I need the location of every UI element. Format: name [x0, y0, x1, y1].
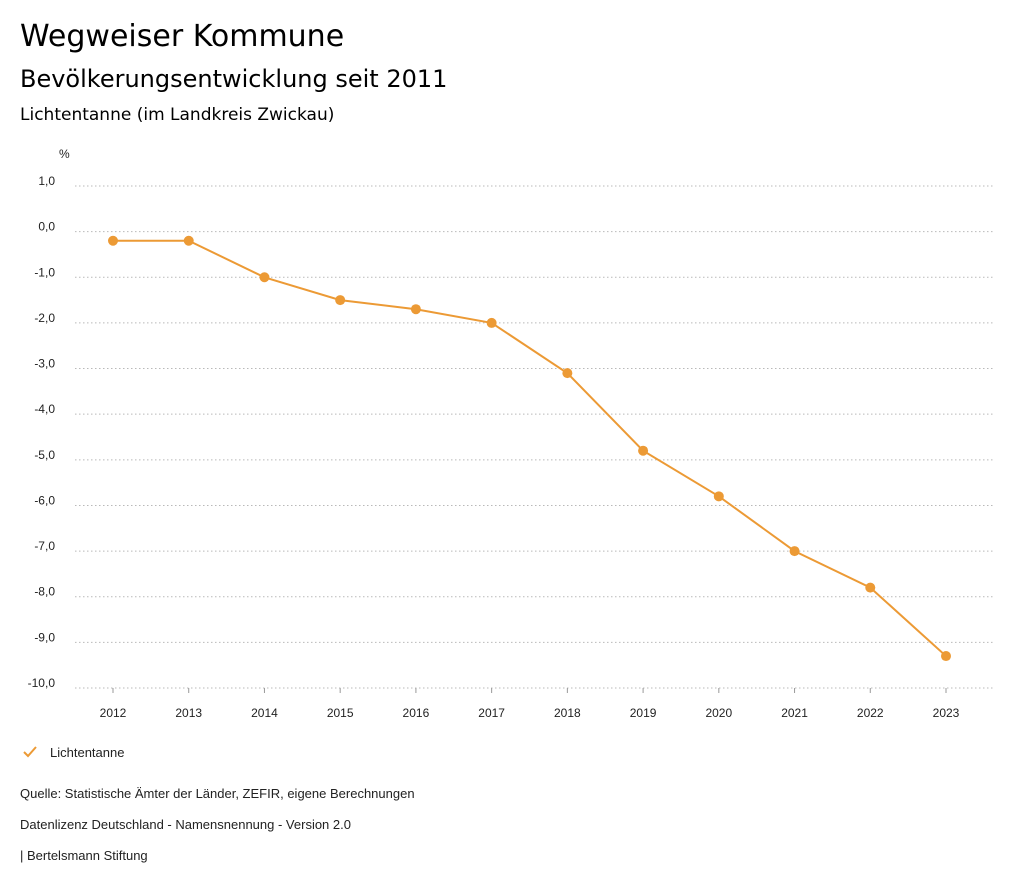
- data-point: [789, 546, 800, 557]
- y-tick-label: -10,0: [28, 676, 56, 690]
- y-axis-ticks: 1,0 0,0 -1,0 -2,0 -3,0 -4,0 -5,0 -6,0 -7,0 -8,0 -9…: [28, 174, 56, 690]
- y-tick-label: -3,0: [34, 357, 55, 371]
- data-point: [562, 368, 573, 379]
- y-tick-label: 1,0: [38, 174, 55, 188]
- data-point: [335, 295, 346, 306]
- series-lichtentanne[interactable]: [108, 235, 951, 662]
- x-tick-label: 2018: [554, 706, 581, 720]
- publisher-note: | Bertelsmann Stiftung: [20, 848, 148, 863]
- license-note: Datenlizenz Deutschland - Namensnennung …: [20, 817, 351, 832]
- y-tick-label: -7,0: [34, 539, 55, 553]
- x-tick-label: 2015: [327, 706, 354, 720]
- x-axis-ticks: 2012 2013 2014 2015 2016 2017 2018 2019 2020 2021…: [100, 688, 960, 720]
- legend-check-icon: [23, 746, 37, 758]
- y-tick-label: -2,0: [34, 311, 55, 325]
- x-tick-label: 2012: [100, 706, 127, 720]
- y-tick-label: -4,0: [34, 402, 55, 416]
- page-title: Wegweiser Kommune: [20, 19, 345, 54]
- y-tick-label: -9,0: [34, 630, 55, 644]
- data-point: [486, 317, 497, 328]
- y-tick-label: -1,0: [34, 265, 55, 279]
- y-tick-label: -6,0: [34, 493, 55, 507]
- x-tick-label: 2016: [403, 706, 430, 720]
- x-tick-label: 2022: [857, 706, 884, 720]
- legend[interactable]: Lichtentanne: [22, 744, 124, 760]
- data-point: [941, 651, 951, 662]
- data-point: [713, 491, 724, 502]
- y-tick-label: -5,0: [34, 448, 55, 462]
- chart-subtitle: Bevölkerungsentwicklung seit 2011: [20, 65, 448, 93]
- data-point: [865, 582, 876, 593]
- y-axis-unit: %: [59, 147, 70, 161]
- y-tick-label: -8,0: [34, 585, 55, 599]
- line-chart: % 1,0 0,0 -1,0 -2,0 -3,0 -4,0 -5,0 -6,0 -7,0 -8,0…: [28, 147, 993, 720]
- data-point: [108, 235, 118, 246]
- x-tick-label: 2021: [781, 706, 808, 720]
- source-note: Quelle: Statistische Ämter der Länder, Z…: [20, 786, 415, 801]
- x-tick-label: 2020: [705, 706, 732, 720]
- region-label: Lichtentanne (im Landkreis Zwickau): [20, 105, 335, 125]
- x-tick-label: 2017: [478, 706, 505, 720]
- x-tick-label: 2019: [630, 706, 657, 720]
- x-tick-label: 2013: [175, 706, 202, 720]
- data-point: [638, 445, 649, 456]
- y-tick-label: 0,0: [38, 220, 55, 234]
- x-tick-label: 2014: [251, 706, 278, 720]
- data-point: [183, 235, 194, 246]
- series-line: [113, 239, 947, 657]
- grid-lines: [75, 185, 993, 689]
- data-point: [259, 272, 270, 283]
- legend-label: Lichtentanne: [50, 744, 125, 760]
- x-tick-label: 2023: [933, 706, 960, 720]
- data-point: [410, 304, 421, 315]
